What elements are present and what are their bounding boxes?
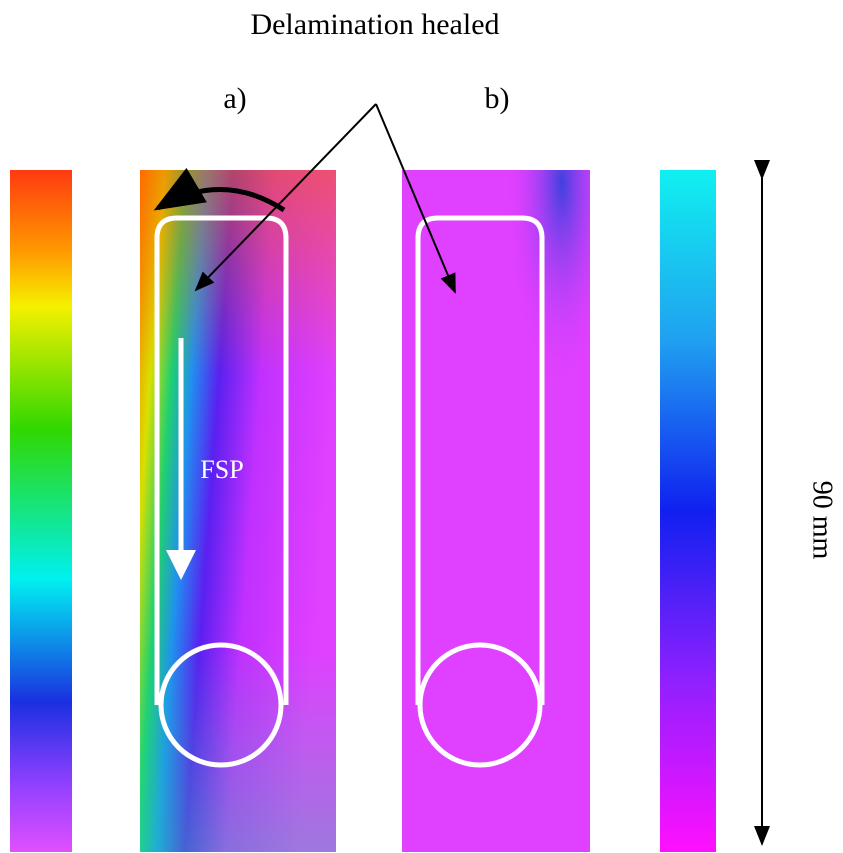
panel-a-overlay (140, 170, 336, 852)
outline (417, 642, 543, 768)
panel-b-overlay (402, 170, 590, 852)
title: Delamination healed (250, 8, 499, 41)
rotation-arrow (153, 167, 286, 213)
pointer-arrow (375, 103, 456, 294)
scale-label: 90 mm (807, 481, 838, 560)
annotation: FSP (200, 455, 243, 484)
panel-label: b) (485, 82, 510, 115)
colorbar (660, 170, 716, 852)
outline (415, 215, 545, 705)
outline (158, 642, 284, 768)
outline (154, 215, 289, 705)
pointer-arrow (194, 103, 377, 292)
colorbar (10, 170, 72, 852)
panel-label: a) (223, 82, 246, 115)
